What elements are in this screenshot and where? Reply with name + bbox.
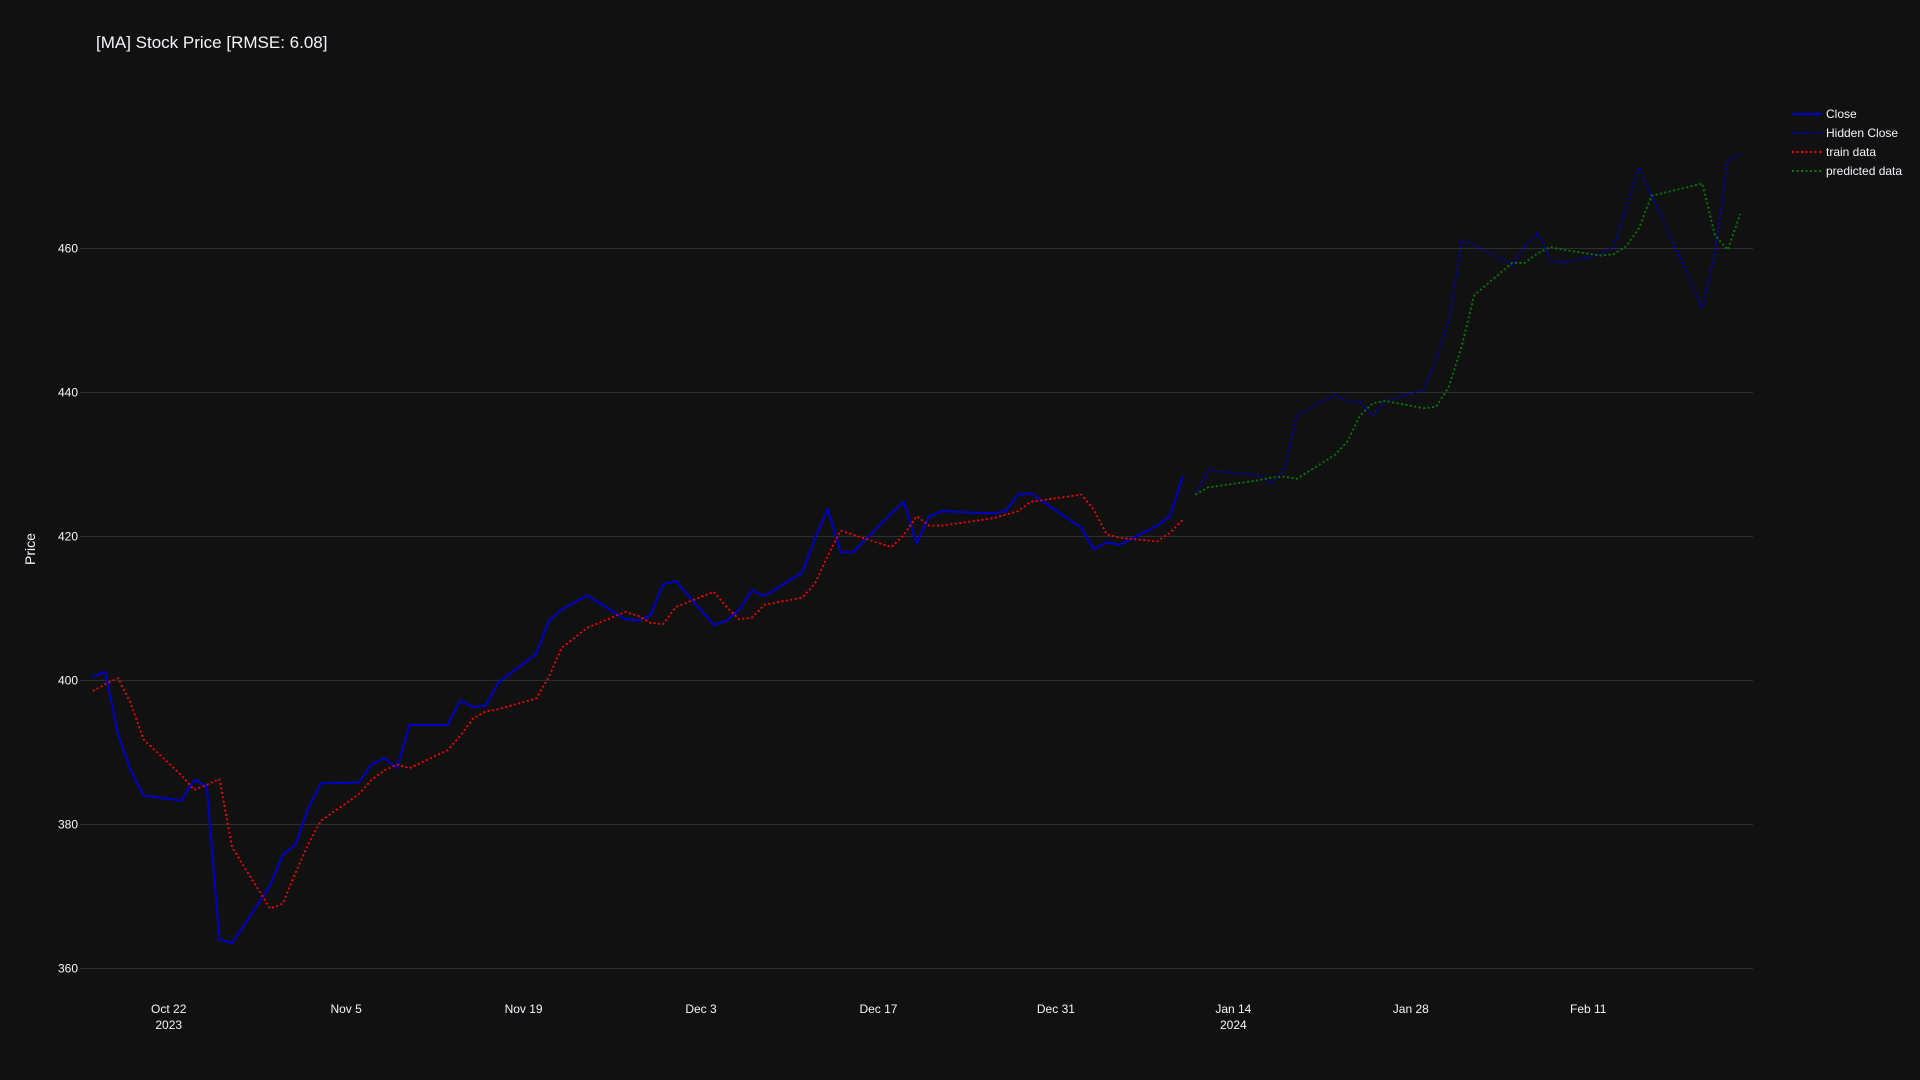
y-tick-label: 420 xyxy=(58,529,78,543)
legend-item-predicted-data[interactable]: predicted data xyxy=(1792,164,1902,178)
x-tick-label: Dec 31 xyxy=(1037,1002,1075,1016)
legend-label: predicted data xyxy=(1826,164,1902,178)
x-tick-label: Dec 17 xyxy=(859,1002,897,1016)
legend-item-hidden-close[interactable]: Hidden Close xyxy=(1792,126,1898,140)
x-tick-year-label: 2023 xyxy=(155,1018,182,1032)
legend-item-close[interactable]: Close xyxy=(1792,107,1857,121)
series-line-close[interactable] xyxy=(92,476,1184,945)
chart-title: [MA] Stock Price [RMSE: 6.08] xyxy=(96,33,328,52)
y-tick-label: 400 xyxy=(58,673,78,687)
legend-label: train data xyxy=(1826,145,1876,159)
series-layer xyxy=(92,152,1742,945)
series-line-predicted-data[interactable] xyxy=(1194,182,1742,496)
x-tick-label: Oct 22 xyxy=(151,1002,187,1016)
y-tick-label: 440 xyxy=(58,385,78,399)
x-tick-year-label: 2024 xyxy=(1220,1018,1247,1032)
legend-label: Hidden Close xyxy=(1826,126,1898,140)
x-tick-label: Jan 28 xyxy=(1393,1002,1429,1016)
series-line-hidden-close[interactable] xyxy=(1194,152,1741,496)
legend-label: Close xyxy=(1826,107,1857,121)
y-tick-label: 380 xyxy=(58,817,78,831)
grid-layer xyxy=(80,247,1753,969)
y-tick-label: 460 xyxy=(58,241,78,255)
x-axis-ticks: Oct 22 2023 Nov 5 Nov 19 Dec 3 Dec 17 Dec 31 Ja… xyxy=(151,1002,1607,1032)
legend-item-train-data[interactable]: train data xyxy=(1792,145,1876,159)
y-axis-title: Price xyxy=(22,533,38,565)
legend[interactable]: Close Hidden Close train data predicted dat… xyxy=(1792,107,1902,178)
x-tick-label: Nov 5 xyxy=(330,1002,362,1016)
x-tick-label: Jan 14 xyxy=(1215,1002,1251,1016)
x-tick-label: Feb 11 xyxy=(1570,1002,1607,1016)
series-line-train-data[interactable] xyxy=(92,493,1184,910)
x-tick-label: Nov 19 xyxy=(505,1002,543,1016)
y-axis-ticks: 360 380 400 420 440 460 xyxy=(58,241,78,975)
y-tick-label: 360 xyxy=(58,961,78,975)
x-tick-label: Dec 3 xyxy=(685,1002,717,1016)
